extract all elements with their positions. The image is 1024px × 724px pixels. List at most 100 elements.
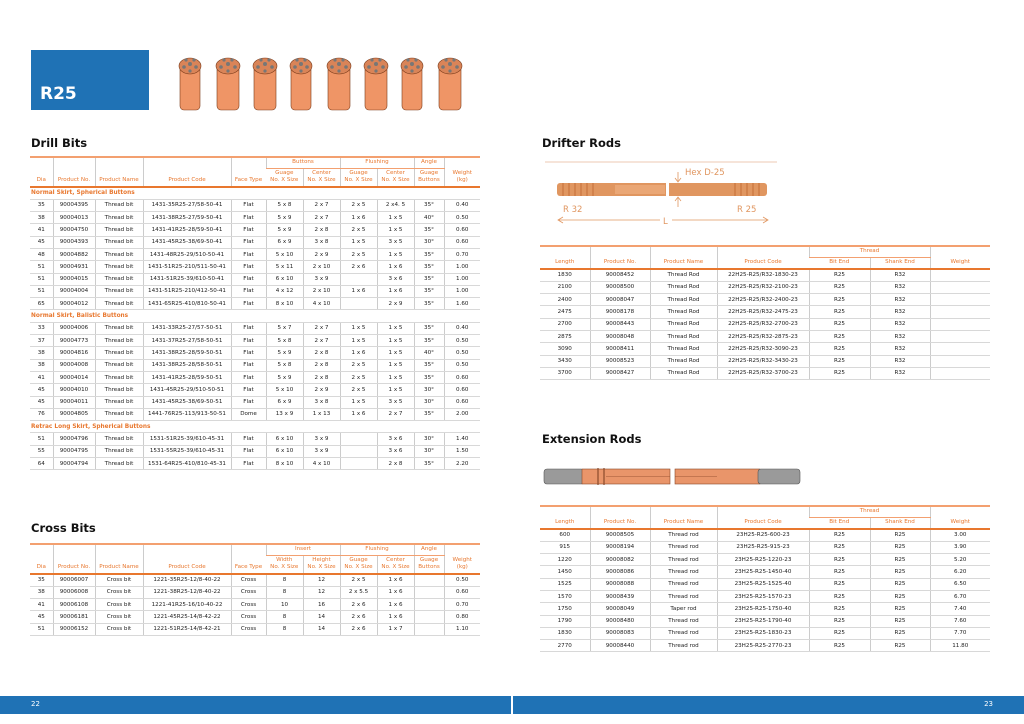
table-cell: 2 x 9 xyxy=(302,248,340,262)
table-cell: 6 x 10 xyxy=(265,432,303,446)
table-cell: 2.20 xyxy=(443,457,480,471)
table-cell: 1790 xyxy=(540,615,590,628)
table-cell: 2 x 6 xyxy=(339,260,377,274)
table-cell xyxy=(929,367,990,381)
table-cell: 22H25-R25/R32-3430-23 xyxy=(716,355,809,368)
table-cell: 51 xyxy=(30,432,53,446)
table-cell: 65 xyxy=(30,297,53,311)
table-cell: 1525 xyxy=(540,578,590,591)
table-cell: 1 x 6 xyxy=(376,586,415,600)
table-cell: 1 x 5 xyxy=(376,371,414,385)
table-cell: 90008440 xyxy=(589,639,650,653)
table-cell: 14 xyxy=(302,623,341,636)
table-row: 38 90006008 Cross bit 1221-38R25-12/8-40-22… xyxy=(30,586,481,600)
table-cell: 7.60 xyxy=(929,615,990,628)
table-cell: 1441-76R25-113/913-50-51 xyxy=(142,408,231,422)
table-cell: 2 x 5 xyxy=(339,573,378,587)
table-cell: 7.40 xyxy=(929,602,990,616)
table-cell: 1 x 5 xyxy=(376,346,414,360)
table-cell: R25 xyxy=(869,615,930,628)
extension-rods-title: Extension Rods xyxy=(542,432,642,446)
table-row: 45 90004010 Thread bit 1431-45R25-29/510-50… xyxy=(30,383,480,397)
table-cell: Flat xyxy=(230,248,266,262)
col-weight: Weight xyxy=(929,245,990,270)
table-cell: 1531-64R25-410/810-45-31 xyxy=(142,457,231,471)
table-cell: R25 xyxy=(808,305,870,319)
table-row: 38 90004013 Thread bit 1431-38R25-27/59-50-… xyxy=(30,211,480,225)
table-cell: 76 xyxy=(30,408,53,422)
col-group-angle: Angle xyxy=(413,542,445,557)
table-cell: 23H25-R25-1570-23 xyxy=(716,590,809,604)
table-cell: R25 xyxy=(808,293,870,307)
table-row: 51 90004004 Thread bit 1431-51R25-210/412-5… xyxy=(30,285,480,299)
table-cell: 90006008 xyxy=(52,586,95,600)
table-cell: 2 x 5 xyxy=(339,199,377,213)
table-cell: 3.90 xyxy=(929,541,990,555)
col-product-code: Product Code xyxy=(716,245,809,270)
table-cell: 90004015 xyxy=(52,273,95,286)
table-cell: 3430 xyxy=(540,355,590,368)
table-cell: Thread rod xyxy=(649,590,717,604)
table-cell: 90008047 xyxy=(589,293,650,307)
col-group-thread: Thread xyxy=(808,244,930,259)
drill-bit-icon xyxy=(178,57,202,111)
table-cell: 45 xyxy=(30,383,53,397)
table-cell: Thread bit xyxy=(94,445,143,458)
table-cell: 35° xyxy=(413,248,444,262)
table-cell: 3 x 8 xyxy=(302,236,340,249)
table-cell: 90004750 xyxy=(52,223,95,237)
col-product-name: Product Name xyxy=(94,543,143,575)
table-cell: 90008443 xyxy=(589,318,650,331)
table-cell: Flat xyxy=(230,285,266,299)
table-cell: 90008411 xyxy=(589,342,650,356)
table-cell: 2 x4. 5 xyxy=(376,199,414,213)
table-cell: 90006181 xyxy=(52,610,95,624)
table-row: 2875 90008048 Thread Rod 22H25-R25/R32-2875… xyxy=(540,330,990,344)
table-cell xyxy=(929,281,990,295)
table-cell: 45 xyxy=(30,396,53,409)
table-cell: Thread bit xyxy=(94,396,143,409)
table-cell: 90008049 xyxy=(589,602,650,616)
table-cell: 1 x 6 xyxy=(376,285,414,299)
table-cell: 1431-38R25-28/59-50-51 xyxy=(142,346,231,360)
table-cell: 1830 xyxy=(540,627,590,641)
table-cell: 90008523 xyxy=(589,355,650,368)
table-cell: Thread bit xyxy=(94,297,143,311)
table-cell: Thread rod xyxy=(649,578,717,591)
section-row: Retrac Long Skirt, Spherical Buttons xyxy=(30,420,480,434)
table-row: 51 90004015 Thread bit 1431-51R25-39/610-50… xyxy=(30,273,480,286)
table-cell: Thread bit xyxy=(94,432,143,446)
table-cell: 2 x 9 xyxy=(302,383,340,397)
table-cell: 1 x 6 xyxy=(376,573,415,587)
table-cell: 2 x 6 xyxy=(339,623,378,636)
table-cell: 1.00 xyxy=(443,273,480,286)
table-cell: 41 xyxy=(30,598,53,612)
table-row: 35 90004395 Thread bit 1431-35R25-27/58-50-… xyxy=(30,199,480,213)
table-cell: 2 x 8 xyxy=(302,346,340,360)
table-cell: 90004014 xyxy=(52,371,95,385)
table-row: 38 90004816 Thread bit 1431-38R25-28/59-50-… xyxy=(30,346,480,360)
table-cell: 1431-33R25-27/57-50-51 xyxy=(142,322,231,336)
table-cell: 22H25-R25/R32-3700-23 xyxy=(716,367,809,381)
table-cell: 2 x 7 xyxy=(302,211,340,225)
table-cell: 1 x 5 xyxy=(376,223,414,237)
table-cell: Flat xyxy=(230,322,266,336)
table-cell: 51 xyxy=(30,260,53,274)
table-cell: 1431-37R25-27/58-50-51 xyxy=(142,334,231,348)
table-cell: 1 x 6 xyxy=(339,285,377,299)
table-cell: R25 xyxy=(808,565,870,579)
table-cell: R32 xyxy=(869,268,930,282)
table-cell: R25 xyxy=(869,639,930,653)
drill-bit-icon xyxy=(437,57,463,111)
table-cell xyxy=(929,268,990,282)
table-cell: 1 x 6 xyxy=(339,211,377,225)
table-row: 2475 90008178 Thread Rod 22H25-R25/R32-2475… xyxy=(540,305,990,319)
table-row: 2700 90008443 Thread Rod 22H25-R25/R32-2700… xyxy=(540,318,990,331)
table-cell: Thread rod xyxy=(649,627,717,641)
col-product-name: Product Name xyxy=(94,156,143,188)
table-cell: 22H25-R25/R32-2700-23 xyxy=(716,318,809,331)
table-cell: 35° xyxy=(413,260,444,274)
table-cell: 1221-41R25-16/10-40-22 xyxy=(142,598,231,612)
table-cell: 2 x 5 xyxy=(339,223,377,237)
table-cell: 1431-45R25-38/69-50-41 xyxy=(142,236,231,249)
